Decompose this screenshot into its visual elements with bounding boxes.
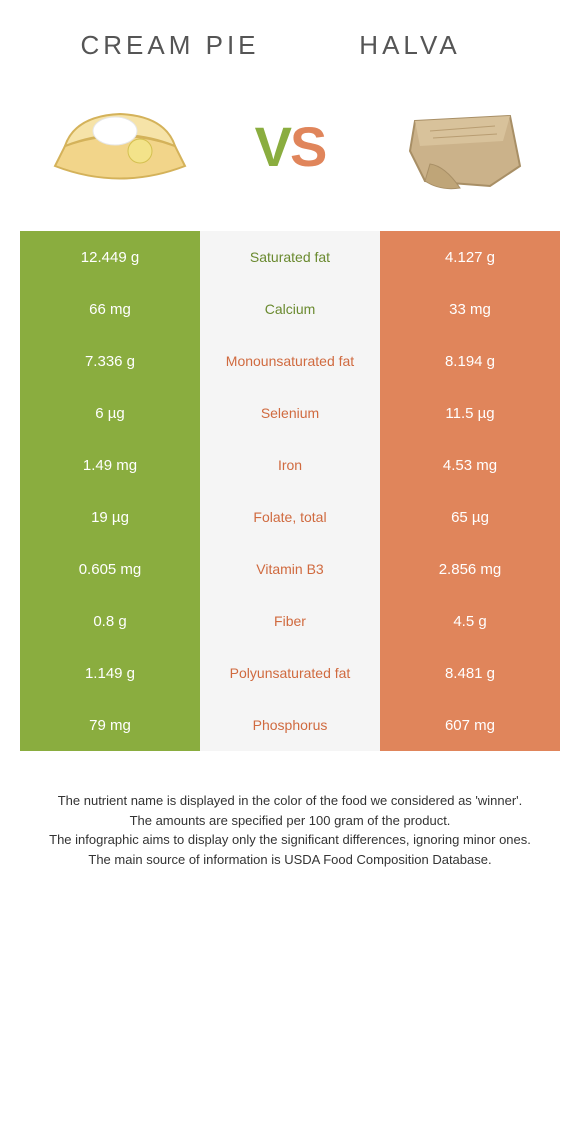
cream-pie-image (40, 91, 200, 201)
nutrient-label: Selenium (200, 387, 380, 439)
right-value: 2.856 mg (380, 543, 560, 595)
right-value: 11.5 µg (380, 387, 560, 439)
left-value: 79 mg (20, 699, 200, 751)
footnote-line: The amounts are specified per 100 gram o… (40, 811, 540, 831)
table-row: 12.449 gSaturated fat4.127 g (20, 231, 560, 283)
left-value: 7.336 g (20, 335, 200, 387)
nutrient-label: Calcium (200, 283, 380, 335)
food-title-right: Halva (290, 30, 530, 61)
nutrient-label: Polyunsaturated fat (200, 647, 380, 699)
right-value: 607 mg (380, 699, 560, 751)
table-row: 1.149 gPolyunsaturated fat8.481 g (20, 647, 560, 699)
vs-v: V (255, 115, 290, 178)
nutrient-label: Fiber (200, 595, 380, 647)
nutrient-label: Iron (200, 439, 380, 491)
nutrient-label: Vitamin B3 (200, 543, 380, 595)
footnote-line: The main source of information is USDA F… (40, 850, 540, 870)
table-row: 79 mgPhosphorus607 mg (20, 699, 560, 751)
nutrient-label: Phosphorus (200, 699, 380, 751)
header-row: Cream Pie Halva (20, 30, 560, 81)
right-value: 8.194 g (380, 335, 560, 387)
left-value: 1.149 g (20, 647, 200, 699)
nutrient-label: Folate, total (200, 491, 380, 543)
table-row: 1.49 mgIron4.53 mg (20, 439, 560, 491)
vs-label: VS (255, 114, 326, 179)
right-value: 4.53 mg (380, 439, 560, 491)
halva-icon (385, 96, 535, 196)
pie-icon (45, 96, 195, 196)
left-value: 0.8 g (20, 595, 200, 647)
table-row: 0.8 gFiber4.5 g (20, 595, 560, 647)
left-value: 66 mg (20, 283, 200, 335)
infographic-container: Cream Pie Halva VS 12.449 gSaturated f (0, 0, 580, 909)
vs-s: S (290, 115, 325, 178)
right-value: 4.127 g (380, 231, 560, 283)
nutrient-label: Saturated fat (200, 231, 380, 283)
right-value: 65 µg (380, 491, 560, 543)
footnote: The nutrient name is displayed in the co… (20, 751, 560, 869)
table-row: 7.336 gMonounsaturated fat8.194 g (20, 335, 560, 387)
images-row: VS (20, 81, 560, 231)
left-value: 6 µg (20, 387, 200, 439)
nutrient-label: Monounsaturated fat (200, 335, 380, 387)
nutrient-table: 12.449 gSaturated fat4.127 g66 mgCalcium… (20, 231, 560, 751)
food-title-left: Cream Pie (50, 30, 290, 61)
right-value: 8.481 g (380, 647, 560, 699)
right-value: 33 mg (380, 283, 560, 335)
footnote-line: The nutrient name is displayed in the co… (40, 791, 540, 811)
left-value: 1.49 mg (20, 439, 200, 491)
table-row: 0.605 mgVitamin B32.856 mg (20, 543, 560, 595)
left-value: 0.605 mg (20, 543, 200, 595)
halva-image (380, 91, 540, 201)
table-row: 66 mgCalcium33 mg (20, 283, 560, 335)
left-value: 19 µg (20, 491, 200, 543)
left-value: 12.449 g (20, 231, 200, 283)
footnote-line: The infographic aims to display only the… (40, 830, 540, 850)
right-value: 4.5 g (380, 595, 560, 647)
table-row: 6 µgSelenium11.5 µg (20, 387, 560, 439)
table-row: 19 µgFolate, total65 µg (20, 491, 560, 543)
